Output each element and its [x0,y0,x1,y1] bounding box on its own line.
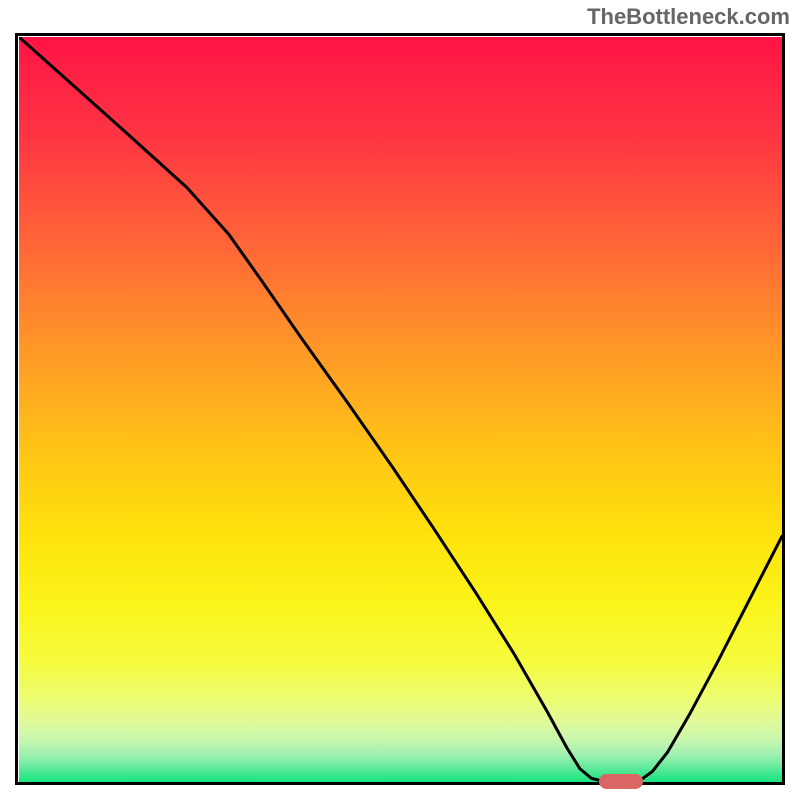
chart-container: TheBottleneck.com [0,0,800,800]
curve-line [19,37,782,782]
watermark-text: TheBottleneck.com [587,4,790,30]
optimal-marker [599,774,643,789]
